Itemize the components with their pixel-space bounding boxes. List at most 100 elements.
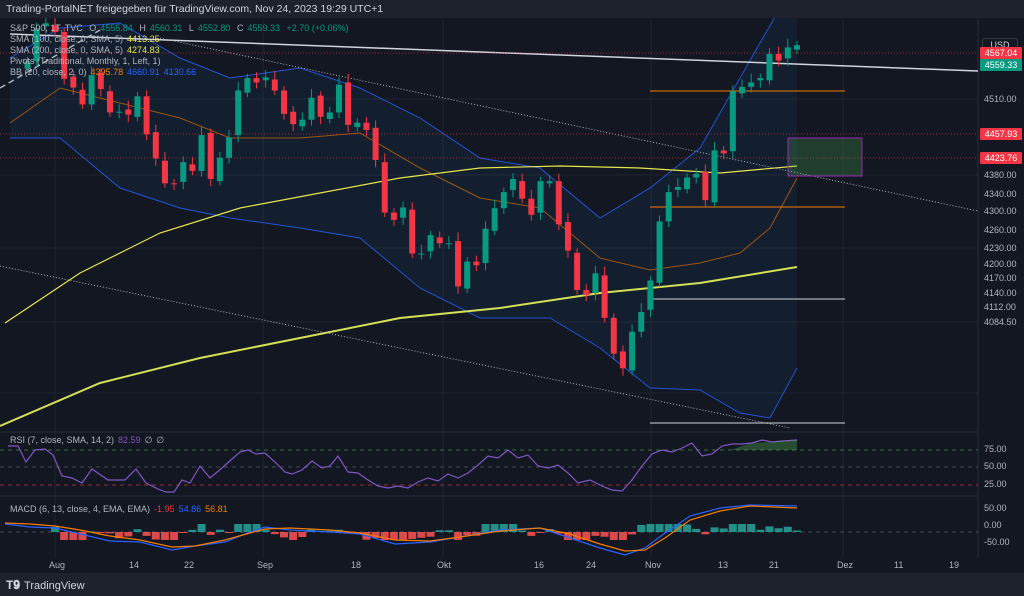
- candle-body: [766, 53, 773, 81]
- high-label: H: [139, 23, 146, 33]
- macd-histogram-bar: [215, 529, 224, 532]
- candle-body: [528, 198, 535, 215]
- time-axis-label: 16: [534, 560, 545, 570]
- candle-body: [363, 122, 370, 130]
- macd-value: 54.86: [178, 504, 202, 514]
- sma200-legend[interactable]: SMA (200, close, 0, SMA, 5) 4274.83: [10, 45, 164, 55]
- macd-histogram-bar: [728, 524, 737, 532]
- chart-svg[interactable]: [0, 18, 1024, 573]
- rsi-axis-label: 25.00: [984, 479, 1007, 489]
- rsi-value: 82.59: [118, 435, 141, 445]
- bb-legend[interactable]: BB (20, close, 2, 0) 4395.78 4660.91 4130.6…: [10, 67, 200, 77]
- pivots-label: Pivots (Traditional, Monthly, 1, Left, 1…: [10, 56, 161, 66]
- price-axis-label: 4340.00: [984, 189, 1017, 199]
- candle-body: [793, 45, 800, 50]
- candle-body: [88, 75, 95, 105]
- macd-histogram-bar: [60, 532, 69, 540]
- time-axis-label: Nov: [645, 560, 662, 570]
- high-value: 4560.31: [149, 23, 183, 33]
- candle-body: [592, 273, 599, 293]
- macd-signal-line: [4, 505, 798, 552]
- macd-histogram-bar: [51, 527, 59, 532]
- macd-histogram-bar: [756, 529, 765, 532]
- candle-body: [729, 91, 736, 152]
- candle-body: [674, 186, 681, 190]
- candle-body: [244, 78, 251, 93]
- price-axis-label: 4260.00: [984, 225, 1017, 235]
- macd-histogram-bar: [170, 532, 179, 540]
- macd-histogram-bar: [738, 524, 746, 532]
- time-axis-label: Sep: [257, 560, 274, 570]
- bb-lower-line: [10, 137, 798, 419]
- candle-body: [720, 150, 727, 154]
- macd-histogram-bar: [463, 532, 472, 536]
- low-value: 4552.80: [197, 23, 231, 33]
- time-axis-label: 14: [129, 560, 140, 570]
- candle-body: [372, 127, 379, 160]
- rsi-axis-label: 75.00: [984, 444, 1007, 454]
- price-axis-label: 4380.00: [984, 170, 1017, 180]
- candle-body: [106, 91, 113, 113]
- macd-histogram-bar: [408, 532, 417, 539]
- macd-histogram-bar: [554, 532, 563, 534]
- pivots-legend[interactable]: Pivots (Traditional, Monthly, 1, Left, 1…: [10, 56, 165, 66]
- rsi-legend[interactable]: RSI (7, close, SMA, 14, 2) 82.59 ∅ ∅: [10, 435, 168, 446]
- macd-histogram-bar: [325, 530, 334, 532]
- macd-legend[interactable]: MACD (6, 13, close, 4, EMA, EMA) -1.95 54.…: [10, 504, 232, 514]
- candle-body: [665, 192, 672, 222]
- macd-histogram-bar: [783, 526, 792, 532]
- bb-basis-value: 4395.78: [90, 67, 124, 77]
- chart-area[interactable]: S&P 500, 1T, TVC O 4555.84 H 4560.31 L 4552…: [0, 18, 1024, 573]
- candle-body: [235, 90, 242, 136]
- bb-basis-line: [9, 87, 798, 271]
- macd-histogram-bar: [270, 532, 279, 535]
- price-tag: 4423.76: [980, 152, 1022, 164]
- candle-body: [180, 162, 187, 182]
- macd-histogram-bar: [444, 530, 453, 532]
- macd-histogram-bar: [417, 532, 426, 538]
- price-axis-label: 4140.00: [984, 288, 1017, 298]
- macd-histogram-bar: [628, 532, 637, 535]
- candle-body: [207, 132, 214, 179]
- macd-histogram-bar: [655, 524, 664, 532]
- low-label: L: [188, 23, 194, 33]
- candle-body: [775, 53, 782, 61]
- candle-body: [409, 209, 416, 254]
- candle-body: [427, 235, 434, 252]
- macd-histogram-bar: [142, 532, 151, 536]
- price-axis-label: 4112.00: [984, 302, 1016, 312]
- macd-histogram-bar: [78, 532, 87, 540]
- macd-histogram-bar: [435, 530, 444, 532]
- candle-body: [161, 160, 168, 184]
- time-axis-label: Okt: [437, 560, 452, 570]
- macd-histogram-bar: [701, 532, 710, 535]
- macd-histogram-bar: [454, 532, 463, 540]
- rsi-axis-label: 50.00: [984, 461, 1007, 471]
- candle-body: [33, 28, 40, 62]
- candle-body: [519, 181, 526, 199]
- candle-body: [308, 97, 315, 120]
- rsi-extra-2: ∅: [156, 435, 165, 445]
- time-axis-label: 19: [949, 560, 960, 570]
- tradingview-logo[interactable]: T𝟗 TradingView: [6, 578, 85, 593]
- candle-body: [464, 261, 471, 289]
- symbol-legend[interactable]: S&P 500, 1T, TVC O 4555.84 H 4560.31 L 4552…: [10, 23, 353, 33]
- time-axis-label: 21: [769, 560, 780, 570]
- close-value: 4559.33: [247, 23, 280, 33]
- macd-histogram-bar: [563, 532, 572, 540]
- candle-body: [693, 173, 700, 178]
- candle-body: [125, 109, 132, 115]
- candle-body: [152, 132, 159, 159]
- price-tag: 4567.04: [980, 47, 1022, 59]
- sma100-legend[interactable]: SMA (100, close, 0, SMA, 5) 4413.25: [10, 34, 164, 44]
- time-axis-label: 13: [718, 560, 729, 570]
- macd-histogram: [51, 524, 801, 540]
- macd-histogram-bar: [188, 529, 197, 532]
- bb-lower-value: 4130.66: [163, 67, 197, 77]
- macd-histogram-bar: [389, 532, 398, 540]
- candle-body: [271, 79, 278, 91]
- price-axis-label: 4084.50: [984, 317, 1017, 327]
- macd-histogram-bar: [252, 524, 261, 532]
- macd-histogram-bar: [380, 532, 389, 540]
- candle-body: [784, 47, 791, 59]
